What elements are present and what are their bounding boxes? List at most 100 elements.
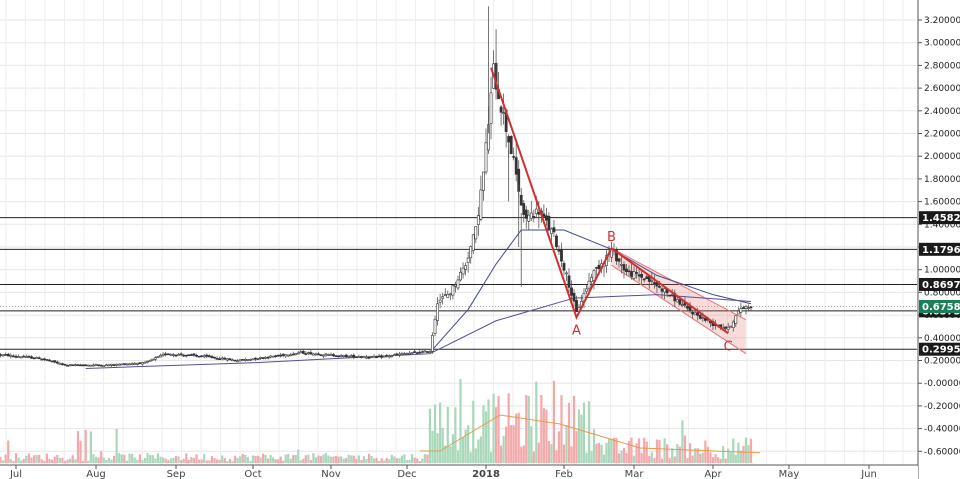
volume-bar [1, 460, 5, 463]
volume-bar [499, 445, 503, 463]
candle-body [534, 208, 538, 214]
volume-bar [668, 458, 671, 463]
volume-bar [213, 457, 216, 463]
volume-bar [239, 456, 242, 463]
volume-bar [317, 455, 320, 463]
volume-bar [567, 402, 571, 463]
volume-bar [734, 454, 737, 463]
candle-body [552, 227, 556, 233]
candle-body [696, 312, 700, 316]
volume-bar [681, 420, 684, 463]
candle-body [81, 364, 85, 367]
volume-bar [272, 457, 275, 463]
candle-body [555, 235, 558, 248]
volume-bar [74, 459, 77, 463]
volume-bar [177, 456, 180, 463]
volume-bar [461, 437, 465, 463]
candle-body [446, 294, 450, 298]
candle-body [466, 257, 470, 264]
volume-bar [352, 455, 355, 463]
candle-body [529, 212, 533, 219]
volume-bar [282, 460, 285, 463]
volume-bar [123, 454, 126, 463]
volume-bar [136, 459, 139, 463]
candle-body [291, 353, 295, 356]
candle-body [461, 267, 465, 275]
candle-body [560, 249, 563, 262]
candle-body [289, 354, 293, 357]
volume-bar [141, 460, 144, 463]
volume-bar [597, 442, 601, 463]
candle-body [159, 354, 162, 358]
candle-body [701, 317, 705, 319]
candle-body [19, 356, 23, 359]
pattern-label-a: A [572, 323, 581, 338]
candle-body [405, 353, 409, 355]
volume-bar [172, 457, 175, 463]
candle-body [55, 361, 59, 364]
candle-body [309, 352, 313, 355]
candle-body [436, 303, 439, 321]
volume-bar [7, 440, 10, 463]
candle-body [200, 355, 204, 358]
candle-body [187, 354, 191, 357]
volume-bar [279, 456, 282, 463]
volume-bar [84, 429, 87, 463]
volume-bar [648, 455, 651, 463]
candle-body [161, 353, 165, 356]
candle-body [311, 353, 315, 356]
candle-body [731, 321, 735, 328]
volume-bar [92, 454, 95, 463]
candle-body [264, 356, 267, 359]
volume-bar [284, 454, 287, 463]
candle-body [45, 359, 49, 361]
candle-body [332, 354, 335, 357]
volume-bar [737, 442, 740, 463]
candle-body [296, 352, 300, 355]
volume-bar [32, 455, 36, 463]
volume-bar [650, 452, 653, 463]
volume-bar [739, 450, 742, 463]
time-axis: Jul Aug Sep Oct Nov Dec 2018 Feb Mar Apr May Jun [0, 464, 918, 479]
candle-body [652, 282, 656, 284]
candle-body [225, 358, 229, 361]
volume-bar [600, 444, 603, 463]
candle-body [322, 354, 325, 357]
level-label-text: 1.17962 [922, 245, 960, 256]
volume-bar [159, 456, 162, 463]
candle-body [120, 363, 124, 366]
volume-bar [663, 438, 666, 463]
x-tick-label: Dec [397, 469, 416, 479]
candle-body [195, 354, 198, 357]
volume-bar [393, 456, 396, 463]
candle-body [30, 356, 33, 359]
level-label-text: 0.86977 [922, 280, 960, 291]
candle-body [271, 355, 275, 358]
y-tick-label: -0.40000 [924, 425, 960, 435]
volume-bar [151, 455, 154, 463]
volume-bar [233, 455, 237, 463]
y-tick-label: 2.40000 [924, 107, 960, 117]
candle-body [143, 361, 147, 364]
volume-bar [507, 393, 510, 463]
volume-bar [408, 459, 411, 463]
volume-bar [575, 431, 578, 463]
volume-bar [671, 448, 674, 463]
volume-bar [622, 447, 626, 463]
candle-body [84, 364, 88, 367]
volume-bar [479, 436, 483, 463]
candle-body [4, 354, 8, 356]
volume-bar [48, 458, 51, 463]
candle-body [76, 364, 80, 366]
candle-body [299, 351, 303, 354]
volume-bar [200, 459, 203, 463]
volume-bar [502, 435, 505, 463]
candle-body [557, 249, 561, 252]
candle-body [370, 356, 373, 358]
volume-bar [484, 411, 488, 463]
candle-body [66, 364, 70, 367]
volume-bar [711, 457, 715, 463]
volume-bar [416, 458, 419, 463]
candle-body [736, 310, 740, 315]
